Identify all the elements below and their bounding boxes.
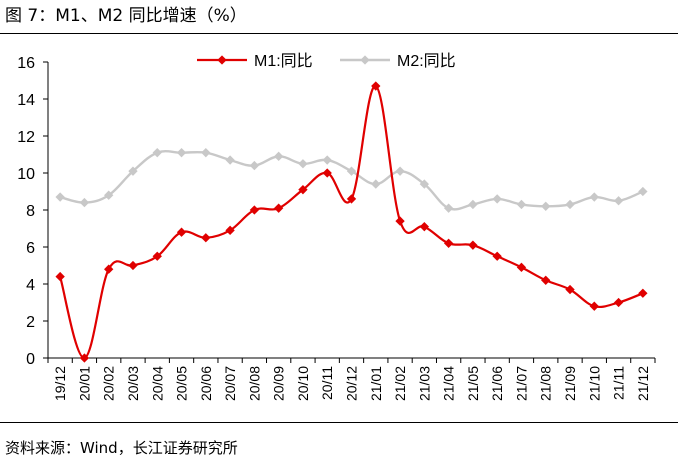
x-tick-label: 21/07 — [513, 366, 529, 401]
bottom-rule — [0, 422, 678, 423]
x-tick-label: 20/11 — [319, 366, 335, 400]
series-2-point — [541, 201, 551, 211]
x-tick-label: 21/06 — [489, 366, 505, 401]
series-1-point — [225, 225, 235, 236]
series-1-point — [273, 203, 284, 213]
source-note: 资料来源：Wind，长江证券研究所 — [5, 439, 238, 457]
series-2-point — [395, 166, 405, 176]
legend-label-1: M1:同比 — [254, 52, 313, 70]
y-tick-label: 0 — [26, 351, 35, 368]
legend-label-2: M2:同比 — [397, 52, 456, 70]
series-2-point — [55, 192, 65, 202]
chart-legend: M1:同比 M2:同比 — [197, 52, 456, 70]
chart-series — [55, 81, 648, 363]
series-1-point — [516, 262, 527, 273]
series-2-point — [298, 159, 308, 169]
series-2-point — [589, 192, 599, 202]
x-tick-label: 21/05 — [465, 366, 481, 401]
series-2-point — [468, 199, 478, 210]
series-1-point — [419, 221, 430, 232]
series-1-point — [322, 168, 332, 178]
x-tick-label: 20/03 — [125, 366, 141, 401]
series-1-point — [371, 81, 381, 91]
y-tick-label: 12 — [17, 129, 35, 146]
y-tick-label: 2 — [26, 314, 35, 331]
series-2-point — [371, 179, 381, 189]
x-tick-label: 20/05 — [174, 366, 190, 401]
series-1-point — [201, 233, 211, 243]
x-tick-label: 20/02 — [101, 366, 117, 401]
x-tick-label: 20/12 — [344, 366, 360, 401]
series-1-point — [443, 238, 454, 248]
series-2-point — [565, 199, 575, 210]
series-2-point — [104, 190, 114, 200]
series-1-point — [468, 240, 478, 250]
series-2-point — [249, 160, 260, 171]
x-tick-label: 21/01 — [368, 366, 384, 401]
series-2-point — [638, 186, 648, 197]
series-1-point — [541, 275, 551, 285]
x-tick-label: 21/12 — [635, 366, 651, 401]
series-1-point — [492, 251, 502, 261]
legend-marker-2 — [360, 55, 370, 65]
y-tick-label: 14 — [17, 92, 35, 109]
x-tick-label: 20/10 — [295, 366, 311, 401]
y-tick-label: 4 — [26, 277, 35, 294]
top-rule — [0, 33, 678, 34]
x-tick-label: 20/08 — [246, 366, 262, 401]
series-2-point — [225, 155, 235, 165]
x-tick-label: 21/02 — [392, 366, 408, 401]
figure-title: 图 7：M1、M2 同比增速（%） — [5, 6, 247, 26]
x-tick-label: 20/07 — [222, 366, 238, 401]
series-2-point — [613, 196, 624, 206]
legend-marker-1 — [217, 55, 227, 65]
series-1-point — [176, 227, 187, 237]
y-tick-label: 16 — [17, 55, 35, 72]
series-2-point — [273, 151, 284, 162]
series-2-point — [419, 179, 430, 189]
series-2-point — [201, 147, 211, 158]
x-tick-label: 20/09 — [271, 366, 287, 401]
y-tick-label: 6 — [26, 240, 35, 257]
x-tick-label: 21/04 — [441, 366, 457, 401]
x-tick-label: 21/10 — [586, 366, 602, 401]
x-tick-label: 21/08 — [538, 366, 554, 401]
series-1-point — [638, 288, 648, 298]
x-tick-label: 21/11 — [611, 366, 627, 400]
series-1-point — [395, 216, 405, 226]
chart-axes: 0 2 4 6 8 10 12 14 16 19/12 20/01 20/02 20/03 20/04 20… — [17, 55, 656, 401]
x-tick-label: 19/12 — [52, 366, 68, 401]
series-2-point — [128, 166, 138, 176]
x-tick-label: 20/04 — [149, 366, 165, 401]
series-2-point — [516, 199, 527, 210]
y-tick-label: 10 — [17, 166, 35, 183]
series-2-point — [492, 194, 502, 204]
series-1-point — [128, 260, 138, 271]
x-tick-label: 21/09 — [562, 366, 578, 401]
series-2-point — [322, 155, 332, 165]
series-1-point — [104, 264, 114, 274]
series-1-point — [589, 301, 599, 311]
series-1-point — [55, 271, 65, 282]
x-tick-label: 21/03 — [416, 366, 432, 401]
series-1-line — [59, 84, 644, 360]
series-2-point — [176, 147, 187, 158]
series-2-point — [152, 147, 162, 158]
series-1-point — [152, 251, 162, 261]
series-1-point — [613, 297, 624, 308]
x-tick-label: 20/06 — [198, 366, 214, 401]
x-tick-label: 20/01 — [76, 366, 92, 401]
y-tick-label: 8 — [26, 203, 35, 220]
series-2-point — [79, 197, 90, 208]
